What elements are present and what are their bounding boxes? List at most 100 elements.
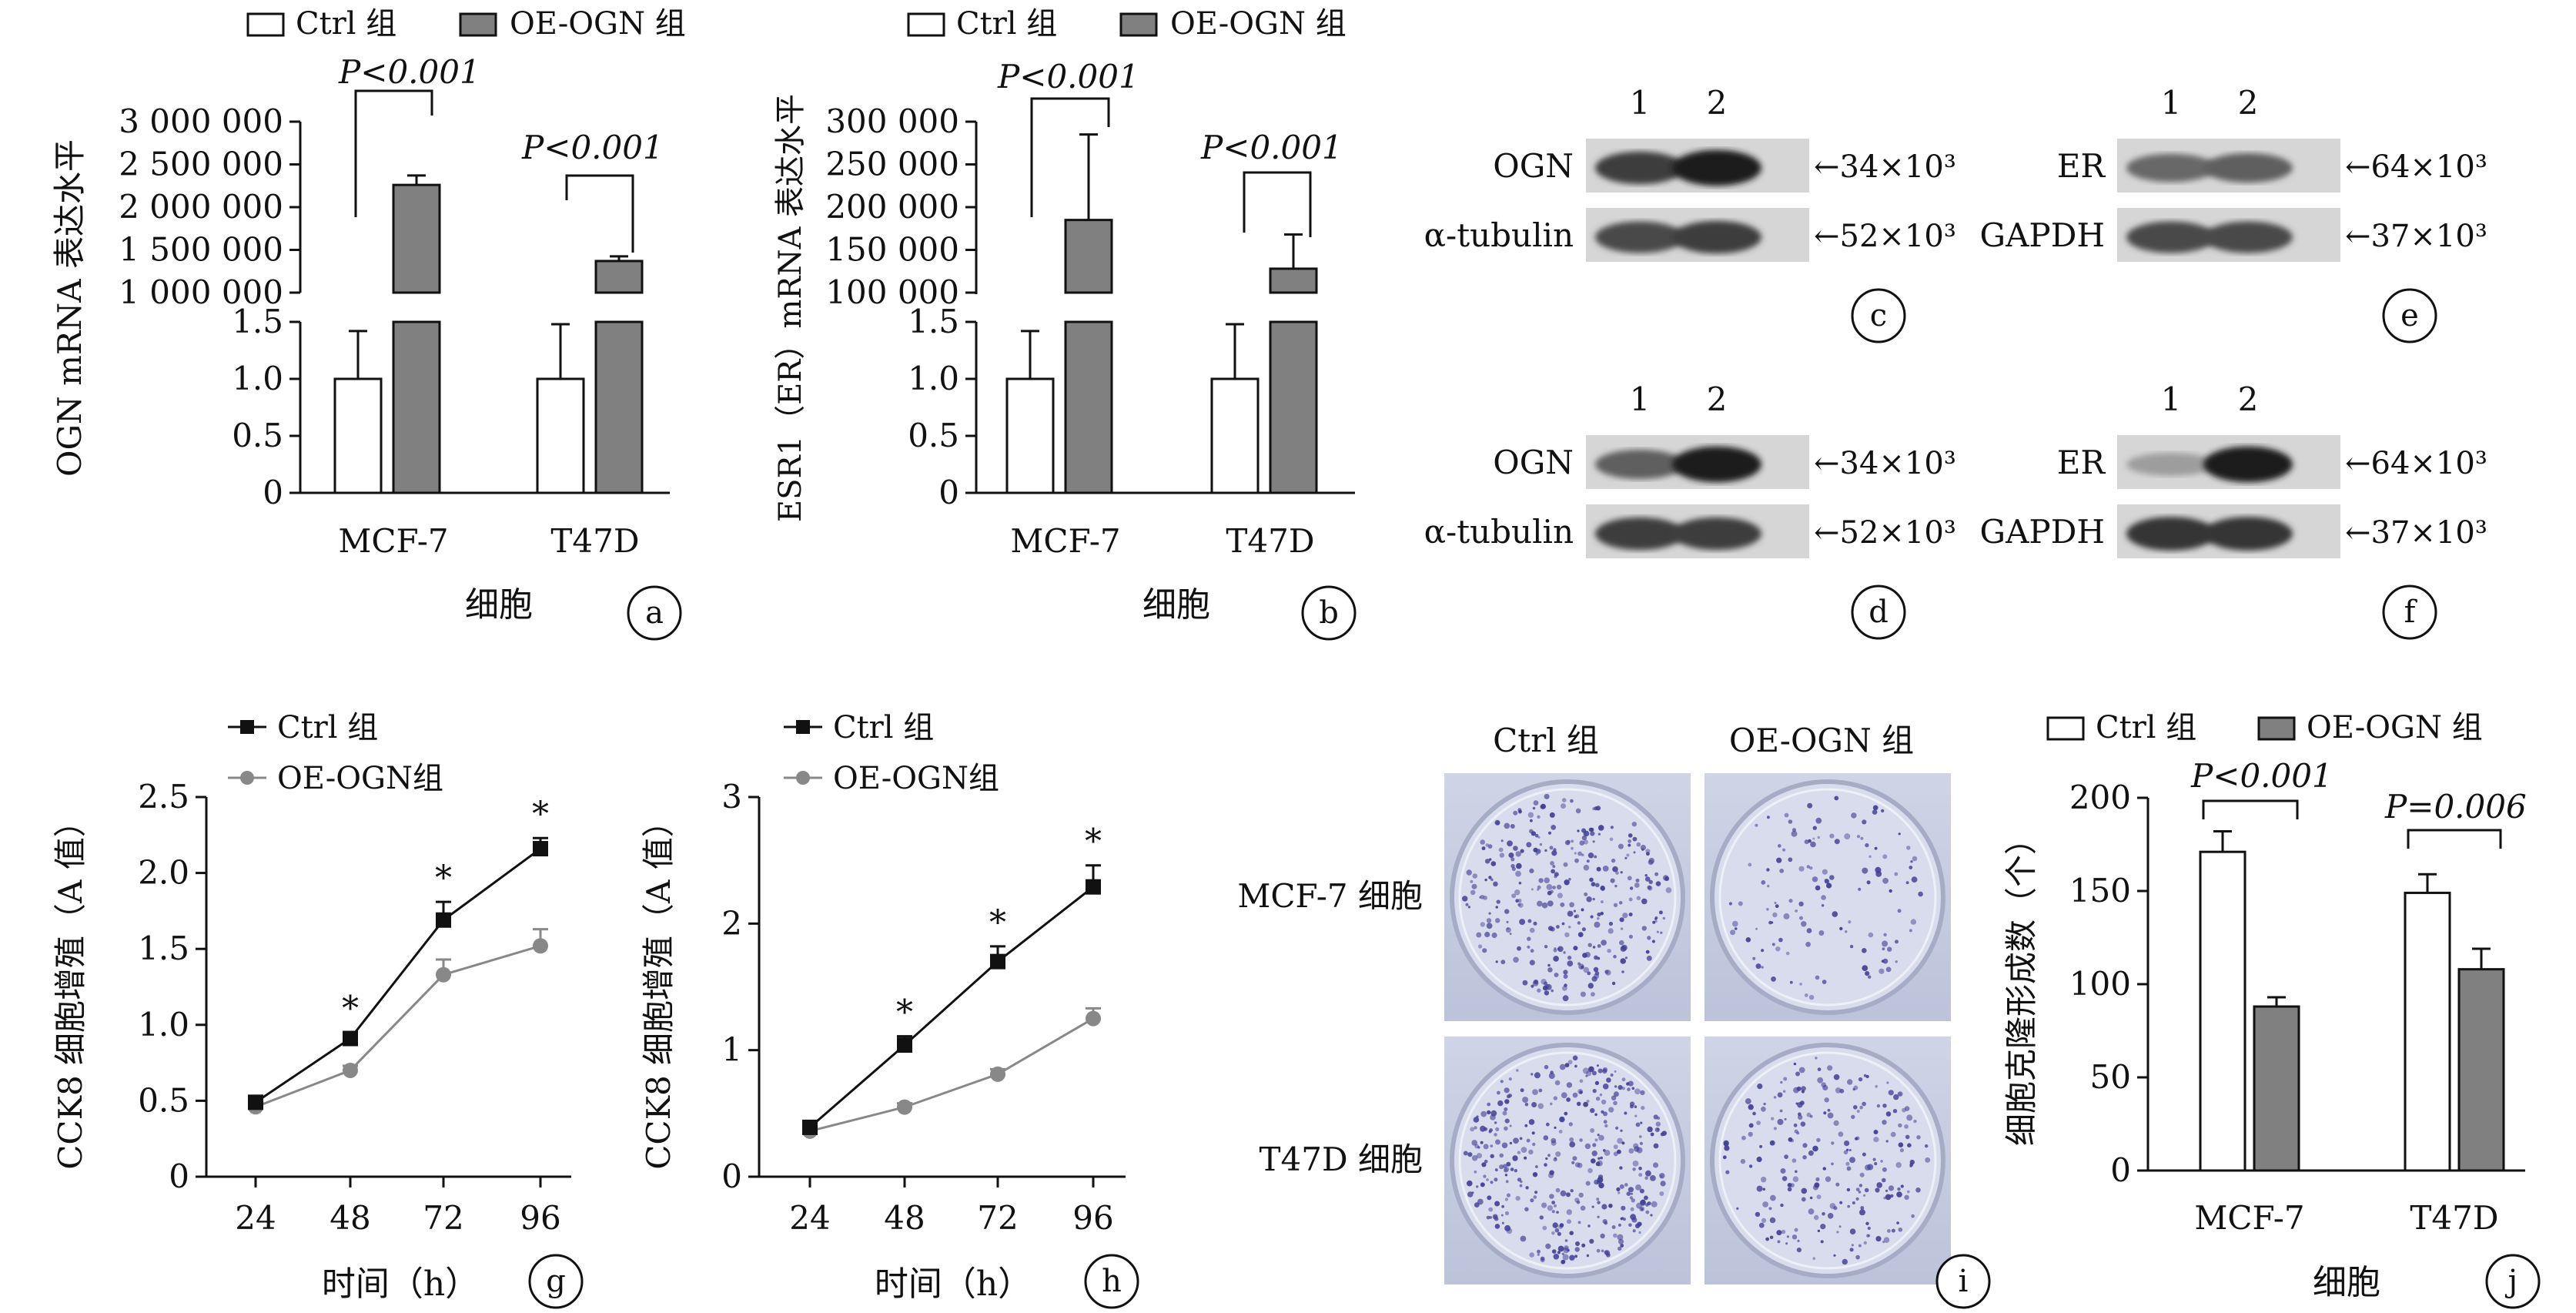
colony-dot (1759, 1144, 1763, 1148)
colony-dot (1504, 1197, 1509, 1201)
colony-dot (1590, 1128, 1595, 1133)
colony-dot (1834, 796, 1839, 801)
colony-dot (1915, 1187, 1921, 1193)
colony-dot (1827, 1112, 1834, 1119)
colony-dot (1530, 819, 1533, 822)
colony-dot (1568, 1122, 1573, 1127)
annotations-a: P<0.001 P<0.001 (338, 53, 664, 253)
colony-dot (1494, 1177, 1498, 1182)
blot-panel-c: 1 2 OGN ←34×10³ α-tubulin ←52×10³ c (1424, 84, 1956, 343)
colony-dot (1552, 865, 1556, 868)
colony-dot (1614, 884, 1618, 888)
colony-dot (1481, 1162, 1487, 1167)
colony-dot (1478, 944, 1483, 949)
colony-dot (1515, 851, 1521, 857)
colony-dot (1646, 852, 1650, 856)
colony-dot (1545, 1243, 1551, 1249)
colony-dot (1577, 829, 1580, 832)
colony-dot (1635, 878, 1640, 883)
colony-dot (1561, 803, 1566, 809)
colony-dot (1601, 1249, 1604, 1253)
colony-dot (1906, 846, 1911, 850)
colony-dot (1554, 973, 1559, 977)
colony-dot (1770, 1194, 1776, 1201)
colony-dot (1569, 1141, 1576, 1147)
colony-dot (1781, 1229, 1786, 1234)
colony-dot (1471, 1191, 1474, 1194)
colony-dot (1587, 983, 1594, 989)
colony-dot (1755, 1211, 1761, 1218)
colony-dot (1544, 990, 1550, 996)
colony-dot (1825, 1176, 1832, 1182)
colony-dot (1550, 861, 1554, 866)
colony-dot (1829, 875, 1835, 880)
colony-dot (1602, 866, 1609, 872)
legend-swatch-oe (2257, 716, 2296, 741)
colony-dot (1614, 1085, 1618, 1088)
colony-dot (1817, 1077, 1824, 1084)
x-tick-b-t47d: T47D (1226, 522, 1314, 560)
colony-dot (1567, 1060, 1573, 1065)
colony-dot (1748, 1123, 1754, 1128)
colony-dot (1858, 1077, 1863, 1082)
colony-dot (1556, 925, 1560, 929)
colony-dot (1601, 1204, 1607, 1210)
y-tick-label: 2 000 000 (119, 188, 283, 226)
colony-dot (1647, 885, 1651, 890)
colony-dot (1808, 1150, 1814, 1156)
colony-dot (1882, 958, 1889, 964)
colony-dot (1601, 940, 1607, 946)
colony-dot (1804, 839, 1809, 845)
colony-dot (1539, 1215, 1544, 1220)
colony-dot (1645, 950, 1650, 954)
colony-dot (1630, 1207, 1634, 1211)
colony-dot (1487, 1110, 1491, 1115)
colony-dot (1530, 1198, 1534, 1203)
colony-dot (1504, 1174, 1508, 1177)
colony-dot (1552, 1222, 1558, 1228)
colony-dot (1483, 1144, 1489, 1150)
blot-row-label: ER (2057, 444, 2106, 481)
lane-label: 2 (2238, 380, 2259, 418)
lane-label: 1 (2161, 84, 2182, 122)
colony-dot (1898, 1123, 1902, 1128)
blot-band (2203, 221, 2293, 253)
colony-dot (1797, 1102, 1803, 1108)
colony-dot (1801, 1086, 1806, 1091)
colony-dot (1648, 879, 1653, 885)
colony-dot (1480, 839, 1485, 845)
colony-dot (1577, 1162, 1583, 1168)
colony-dot (1851, 1114, 1855, 1120)
colony-dot (1799, 983, 1802, 986)
colony-dot (1569, 1231, 1574, 1235)
y-label-b: ESR1（ER）mRNA 表达水平 (773, 94, 808, 522)
legend-label-ctrl: Ctrl 组 (296, 6, 396, 42)
blot-band (1595, 449, 1684, 480)
colony-dot (1572, 1156, 1577, 1161)
colony-dot (1634, 883, 1640, 888)
colony-dot (1812, 1257, 1815, 1260)
colony-dot (1805, 941, 1812, 947)
colony-dot (1875, 1187, 1880, 1193)
colony-dot (1505, 1180, 1509, 1184)
colony-dot (1561, 1252, 1565, 1256)
colony-dot (1887, 946, 1892, 952)
colony-dot (1756, 1120, 1761, 1125)
colony-dot (1773, 1127, 1777, 1130)
colony-dot (1875, 1085, 1878, 1088)
colony-dot (1832, 911, 1838, 917)
colony-dot (1494, 1121, 1497, 1124)
blot-row-label: α-tubulin (1424, 513, 1574, 551)
colony-dot (1494, 1224, 1500, 1229)
legend-b: Ctrl 组 OE-OGN 组 (907, 6, 1347, 42)
colony-dot (1548, 1073, 1555, 1079)
colony-dot (1487, 1102, 1491, 1107)
colony-dot (1653, 1143, 1659, 1149)
colony-dot (1586, 1100, 1590, 1103)
plot-h: 0 1 2 3 24 48 72 96 * * * (721, 778, 1113, 1237)
colony-dot (1564, 879, 1570, 886)
legend-a: Ctrl 组 OE-OGN 组 (246, 6, 686, 42)
ticks-a: 0 0.5 1.0 1.51 000 000 1 500 000 2 000 000 2 5… (119, 102, 300, 511)
colony-dot (1752, 1111, 1756, 1116)
colony-dot (1604, 1150, 1611, 1156)
